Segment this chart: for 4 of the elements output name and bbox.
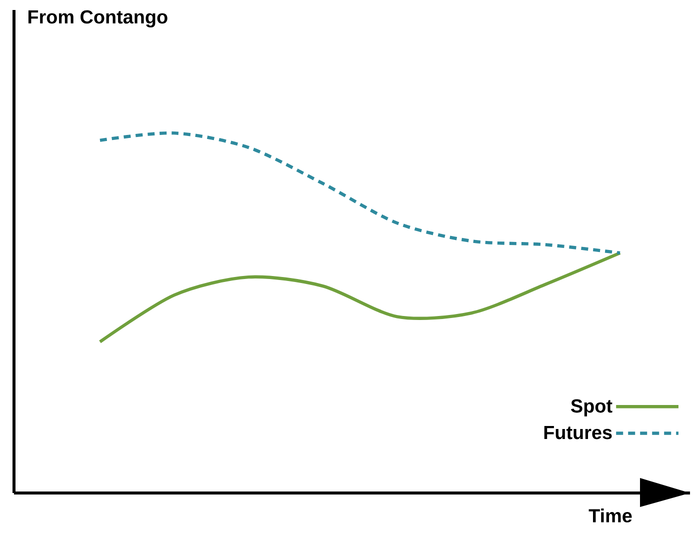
x-axis-title: Time (588, 508, 632, 522)
text: From Contango (28, 10, 168, 28)
legend-label: Futures (544, 426, 612, 440)
legend-label: Spot (571, 399, 612, 416)
